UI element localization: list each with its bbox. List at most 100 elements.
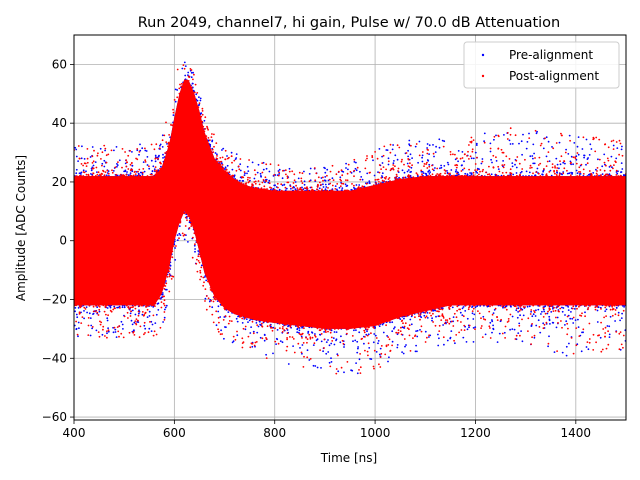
point-post-alignment xyxy=(222,319,225,321)
point-pre-alignment xyxy=(297,177,300,180)
point-pre-alignment xyxy=(194,250,196,253)
point-post-alignment xyxy=(190,225,193,228)
point-pre-alignment xyxy=(615,157,618,160)
point-post-alignment xyxy=(170,278,173,280)
point-pre-alignment xyxy=(403,171,406,174)
point-post-alignment xyxy=(377,178,380,181)
point-pre-alignment xyxy=(358,184,361,186)
point-post-alignment xyxy=(205,308,208,311)
point-post-alignment xyxy=(459,157,462,160)
point-pre-alignment xyxy=(98,310,101,313)
point-post-alignment xyxy=(594,306,597,309)
point-post-alignment xyxy=(197,255,200,258)
point-post-alignment xyxy=(79,305,81,307)
point-post-alignment xyxy=(320,189,323,192)
point-post-alignment xyxy=(224,315,227,317)
point-post-alignment xyxy=(215,157,218,160)
point-pre-alignment xyxy=(325,186,328,188)
point-pre-alignment xyxy=(575,158,578,161)
point-pre-alignment xyxy=(575,155,578,158)
point-post-alignment xyxy=(561,326,563,329)
point-post-alignment xyxy=(404,322,407,325)
point-post-alignment xyxy=(432,321,434,323)
point-post-alignment xyxy=(176,68,179,71)
point-post-alignment xyxy=(319,349,321,351)
point-pre-alignment xyxy=(462,336,465,339)
point-post-alignment xyxy=(407,158,410,160)
point-pre-alignment xyxy=(389,321,391,324)
point-post-alignment xyxy=(80,305,83,307)
point-post-alignment xyxy=(580,315,583,317)
point-pre-alignment xyxy=(377,340,380,342)
point-post-alignment xyxy=(367,354,369,357)
point-post-alignment xyxy=(604,143,607,146)
point-post-alignment xyxy=(466,155,468,157)
point-post-alignment xyxy=(265,179,268,182)
point-post-alignment xyxy=(420,325,423,328)
point-pre-alignment xyxy=(381,162,384,164)
point-post-alignment xyxy=(98,308,101,311)
point-post-alignment xyxy=(132,306,135,308)
point-pre-alignment xyxy=(123,170,125,173)
point-pre-alignment xyxy=(336,188,338,191)
point-post-alignment xyxy=(622,309,625,312)
point-post-alignment xyxy=(248,159,251,161)
point-post-alignment xyxy=(184,216,187,219)
point-pre-alignment xyxy=(552,307,554,310)
point-pre-alignment xyxy=(354,167,357,170)
point-post-alignment xyxy=(323,347,325,349)
point-post-alignment xyxy=(375,182,377,184)
point-post-alignment xyxy=(80,163,83,165)
point-pre-alignment xyxy=(257,163,260,166)
point-post-alignment xyxy=(345,179,347,182)
point-post-alignment xyxy=(388,320,391,322)
point-post-alignment xyxy=(366,328,369,331)
point-post-alignment xyxy=(550,305,552,308)
point-post-alignment xyxy=(414,334,417,337)
point-post-alignment xyxy=(134,170,136,173)
point-post-alignment xyxy=(319,181,321,184)
point-post-alignment xyxy=(366,350,369,353)
point-post-alignment xyxy=(403,163,405,166)
point-post-alignment xyxy=(530,343,532,345)
point-post-alignment xyxy=(501,172,504,174)
point-pre-alignment xyxy=(318,187,321,190)
point-post-alignment xyxy=(356,166,359,169)
point-post-alignment xyxy=(588,322,591,325)
point-post-alignment xyxy=(190,86,193,89)
point-post-alignment xyxy=(204,288,207,290)
point-pre-alignment xyxy=(516,316,519,319)
point-pre-alignment xyxy=(239,163,242,166)
point-pre-alignment xyxy=(184,74,187,77)
point-pre-alignment xyxy=(608,325,611,328)
point-post-alignment xyxy=(447,172,450,175)
point-post-alignment xyxy=(239,158,242,160)
point-post-alignment xyxy=(362,185,365,188)
point-pre-alignment xyxy=(426,317,429,319)
point-pre-alignment xyxy=(355,329,357,331)
point-post-alignment xyxy=(97,152,99,155)
point-post-alignment xyxy=(75,175,78,177)
point-post-alignment xyxy=(265,337,267,339)
point-pre-alignment xyxy=(608,336,611,338)
point-pre-alignment xyxy=(515,172,518,174)
point-pre-alignment xyxy=(99,147,102,150)
point-pre-alignment xyxy=(416,329,419,332)
point-post-alignment xyxy=(401,158,403,161)
point-post-alignment xyxy=(241,176,244,179)
point-pre-alignment xyxy=(345,167,347,169)
point-post-alignment xyxy=(425,310,427,313)
point-pre-alignment xyxy=(320,340,323,343)
point-post-alignment xyxy=(191,223,193,226)
point-pre-alignment xyxy=(409,318,412,321)
point-post-alignment xyxy=(144,332,146,334)
point-pre-alignment xyxy=(131,323,134,326)
point-post-alignment xyxy=(524,306,526,308)
point-pre-alignment xyxy=(75,172,78,175)
point-post-alignment xyxy=(81,316,84,318)
point-post-alignment xyxy=(619,142,622,145)
point-post-alignment xyxy=(401,319,404,322)
point-post-alignment xyxy=(175,245,177,247)
point-post-alignment xyxy=(181,232,184,235)
point-pre-alignment xyxy=(564,314,566,316)
